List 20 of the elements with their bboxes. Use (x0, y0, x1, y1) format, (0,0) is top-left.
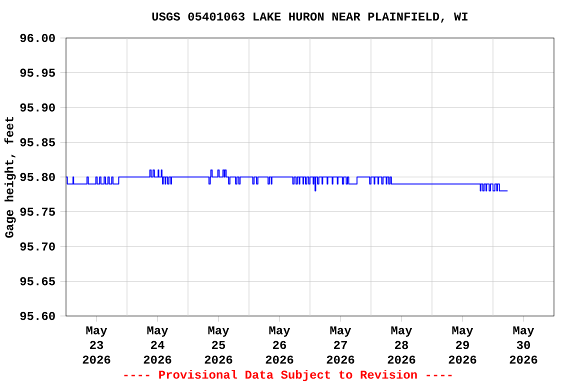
chart-title: USGS 05401063 LAKE HURON NEAR PLAINFIELD, WI (152, 12, 468, 23)
x-tick-label: May 28 2026 (388, 326, 416, 364)
x-tick-label: May 30 2026 (510, 326, 538, 364)
text: ---- Provisional Data Subject to Revision ---- (124, 370, 452, 382)
y-tick-label: 95.60 (20, 312, 55, 320)
x-tick-label: May 29 2026 (448, 326, 476, 364)
y-tick-label: 95.85 (20, 138, 55, 146)
y-tick-label: 95.95 (20, 68, 55, 77)
y-axis-title: Gage height, feet (4, 116, 16, 238)
x-tick-label: May 26 2026 (266, 326, 294, 364)
y-tick-label: 95.75 (20, 208, 55, 216)
y-tick-label: 95.65 (20, 277, 55, 286)
y-tick-label: 95.70 (20, 242, 55, 251)
x-tick-label: May 23 2026 (82, 326, 110, 364)
y-tick-label: 95.80 (20, 172, 55, 182)
y-tick-label: 96.00 (20, 34, 55, 42)
y-tick-label: 95.90 (20, 103, 55, 112)
x-tick-label: May 27 2026 (326, 326, 354, 364)
x-tick-label: May 25 2026 (204, 326, 232, 364)
x-tick-label: May 24 2026 (144, 326, 172, 364)
